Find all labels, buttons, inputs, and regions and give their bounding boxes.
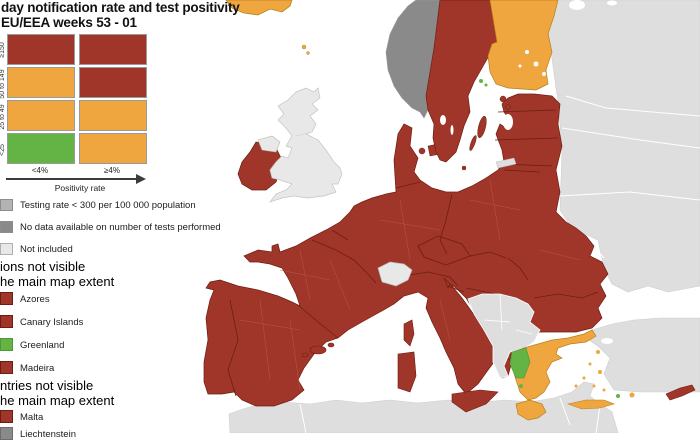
map-region-peloponnese (515, 399, 547, 421)
matrix-cell-r4c1 (7, 133, 75, 164)
madeira-swatch (0, 361, 13, 374)
aegean-islands (574, 350, 635, 398)
gulf-of-riga (503, 114, 513, 130)
liechtenstein-label: Liechtenstein (20, 429, 76, 440)
matrix-cell-r4c2 (79, 133, 147, 164)
matrix-cell-r3c2 (79, 100, 147, 131)
map-region-united-kingdom (269, 87, 343, 203)
positivity-axis-arrow-icon (136, 174, 146, 184)
no-data-label: No data available on number of tests per… (20, 222, 221, 233)
non-eu-borders (299, 95, 700, 433)
uk-internal-border (295, 131, 313, 137)
map-region-northern-ireland (257, 135, 281, 153)
liechtenstein-swatch (0, 427, 13, 440)
nuts-region-borders (239, 179, 581, 391)
balkan-borders (483, 293, 533, 335)
map-region-faroe-islands (301, 44, 310, 55)
finnish-lakes (518, 50, 546, 76)
testing-rate-swatch (0, 199, 13, 211)
not-included-swatch (0, 243, 13, 255)
madeira-label: Madeira (20, 363, 55, 374)
map-region-cyprus (665, 384, 696, 401)
map-region-mediterranean-islands (301, 319, 499, 413)
matrix-cell-r1c1 (7, 34, 75, 65)
matrix-cell-r3c1 (7, 100, 75, 131)
map-region-iceland (225, 0, 293, 16)
azores-swatch (0, 292, 13, 305)
lakes (569, 0, 617, 10)
map-region-finland (487, 0, 559, 91)
positivity-axis-line (6, 178, 138, 180)
canary-islands-label: Canary Islands (20, 317, 84, 328)
no-data-swatch (0, 221, 13, 233)
map-region-greece (511, 329, 597, 401)
map-region-epirus (509, 347, 531, 379)
azores-label: Azores (20, 294, 50, 305)
positivity-axis-left: <4% (31, 166, 49, 175)
positivity-axis-right: ≥4% (104, 166, 120, 175)
map-region-aland-islands (479, 79, 488, 87)
regions-heading-line1: ions not visible (0, 259, 86, 274)
map-title-line1: day notification rate and test positivit… (1, 0, 240, 15)
testing-rate-label: Testing rate < 300 per 100 000 populatio… (20, 200, 196, 211)
sea-of-marmara (601, 338, 613, 344)
map-title-line2: EU/EEA weeks 53 - 01 (1, 15, 137, 30)
countries-heading-line2: he main map extent (0, 393, 115, 408)
greenland-swatch (0, 338, 13, 351)
greenland-label: Greenland (20, 340, 65, 351)
malta-label: Malta (20, 412, 44, 423)
matrix-cell-r1c2 (79, 34, 147, 65)
matrix-cell-r2c1 (7, 67, 75, 98)
country-borders (227, 109, 599, 397)
map-region-switzerland (377, 261, 413, 287)
matrix-cell-r2c2 (79, 67, 147, 98)
regions-heading-line2: he main map extent (0, 274, 115, 289)
malta-swatch (0, 410, 13, 423)
swedish-lakes (440, 115, 454, 135)
map-region-greek-green-islands (519, 384, 620, 398)
canary-islands-swatch (0, 315, 13, 328)
map-region-crete (566, 399, 615, 410)
map-region-kaliningrad (495, 157, 517, 169)
map-region-turkey (585, 317, 700, 393)
not-included-label: Not included (20, 244, 73, 255)
countries-heading-line1: ntries not visible (0, 378, 94, 393)
legend-panel: day notification rate and test positivit… (0, 0, 240, 440)
positivity-axis-title: Positivity rate (54, 183, 106, 193)
